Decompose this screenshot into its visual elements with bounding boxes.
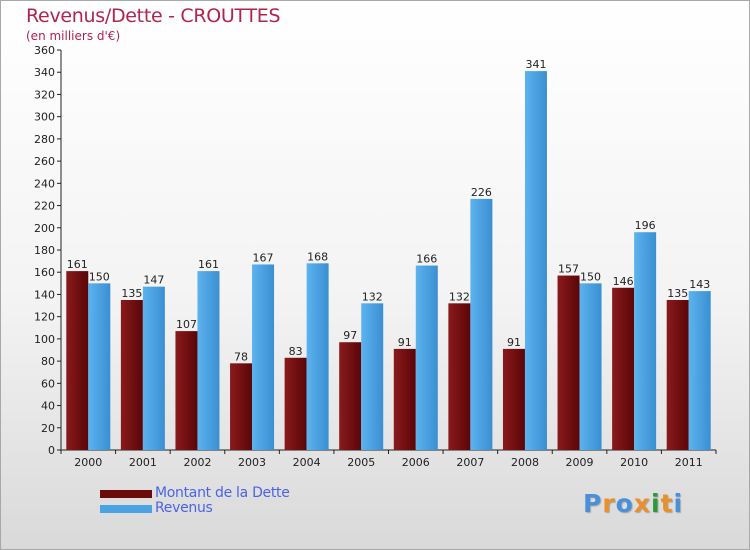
bar-dette: [230, 363, 253, 450]
data-label-dette: 78: [234, 350, 248, 363]
y-tick-label: 120: [34, 311, 55, 324]
legend-swatch-revenus: [100, 505, 152, 513]
legend-swatch-dette: [100, 490, 152, 498]
bar-dette: [612, 287, 635, 450]
bar-dette: [284, 357, 307, 450]
logo-letter: o: [615, 489, 634, 518]
data-label-dette: 91: [398, 336, 412, 349]
y-tick-label: 320: [34, 88, 55, 101]
data-label-dette: 91: [507, 336, 521, 349]
data-label-dette: 157: [558, 263, 579, 276]
x-tick-label: 2000: [74, 456, 102, 469]
x-tick-label: 2007: [456, 456, 484, 469]
data-label-dette: 132: [449, 290, 470, 303]
y-tick-label: 340: [34, 66, 55, 79]
data-label-dette: 161: [67, 258, 88, 271]
legend-item-revenus: Revenus: [100, 500, 360, 516]
bar-dette: [393, 348, 416, 450]
data-label-revenus: 166: [416, 253, 437, 266]
bar-revenus: [415, 265, 438, 450]
bar-revenus: [470, 198, 493, 450]
data-label-revenus: 167: [253, 251, 274, 264]
bar-dette: [339, 342, 362, 450]
y-tick-label: 300: [34, 111, 55, 124]
bar-revenus: [634, 232, 657, 450]
x-tick-label: 2008: [511, 456, 539, 469]
legend-label-dette: Montant de la Dette: [155, 485, 290, 501]
data-label-dette: 107: [176, 318, 197, 331]
x-tick-label: 2005: [347, 456, 375, 469]
x-tick-label: 2001: [129, 456, 157, 469]
data-label-revenus: 132: [362, 290, 383, 303]
x-tick-label: 2010: [620, 456, 648, 469]
logo-letter: P: [583, 489, 603, 518]
logo-letter: r: [602, 489, 616, 518]
bar-revenus: [142, 286, 165, 450]
y-tick-label: 80: [41, 355, 55, 368]
data-label-revenus: 150: [580, 270, 601, 283]
data-label-revenus: 196: [635, 219, 656, 232]
data-label-dette: 146: [613, 275, 634, 288]
data-label-revenus: 168: [307, 250, 328, 263]
data-label-revenus: 147: [143, 274, 164, 287]
bar-revenus: [524, 71, 547, 450]
y-tick-label: 220: [34, 200, 55, 213]
y-tick-label: 160: [34, 266, 55, 279]
logo-letter: t: [660, 489, 674, 518]
data-label-revenus: 161: [198, 258, 219, 271]
y-tick-label: 60: [41, 377, 55, 390]
bar-revenus: [361, 303, 384, 450]
chart-subtitle: (en milliers d'€): [26, 29, 121, 43]
bar-dette: [557, 275, 580, 450]
x-tick-label: 2002: [183, 456, 211, 469]
bar-dette: [448, 303, 471, 450]
logo-letter: i: [651, 489, 661, 518]
bar-revenus: [252, 264, 275, 450]
y-tick-label: 140: [34, 288, 55, 301]
bar-dette: [175, 331, 198, 450]
proxiti-logo: Proxiti: [583, 489, 683, 518]
bar-revenus: [197, 271, 220, 450]
legend-label-revenus: Revenus: [155, 500, 213, 516]
data-label-dette: 135: [121, 287, 142, 300]
x-tick-label: 2011: [675, 456, 703, 469]
y-tick-label: 180: [34, 244, 55, 257]
y-tick-label: 40: [41, 400, 55, 413]
logo-letter: x: [633, 489, 651, 518]
data-label-revenus: 150: [89, 270, 110, 283]
y-tick-label: 20: [41, 422, 55, 435]
data-label-revenus: 226: [471, 186, 492, 199]
data-label-dette: 97: [343, 329, 357, 342]
y-tick-label: 200: [34, 222, 55, 235]
y-tick-label: 240: [34, 177, 55, 190]
legend-item-dette: Montant de la Dette: [100, 485, 360, 501]
x-tick-label: 2009: [566, 456, 594, 469]
chart-title: Revenus/Dette - CROUTTES: [26, 5, 281, 27]
y-tick-label: 280: [34, 133, 55, 146]
bar-dette: [502, 348, 525, 450]
bar-revenus: [688, 291, 711, 450]
x-tick-label: 2003: [238, 456, 266, 469]
data-label-revenus: 143: [689, 278, 710, 291]
x-tick-label: 2004: [293, 456, 321, 469]
y-tick-label: 260: [34, 155, 55, 168]
x-tick-label: 2006: [402, 456, 430, 469]
y-tick-label: 360: [34, 44, 55, 57]
data-label-dette: 135: [667, 287, 688, 300]
legend: Montant de la Dette Revenus: [100, 485, 360, 516]
data-label-dette: 83: [289, 345, 303, 358]
y-tick-label: 100: [34, 333, 55, 346]
bar-revenus: [579, 283, 602, 450]
bar-dette: [666, 300, 689, 450]
logo-letter: i: [673, 489, 684, 518]
bar-revenus: [88, 283, 111, 450]
bar-revenus: [306, 263, 329, 450]
y-tick-label: 0: [48, 444, 55, 457]
bar-dette: [66, 271, 89, 450]
data-label-revenus: 341: [525, 58, 546, 71]
bar-dette: [120, 300, 143, 450]
